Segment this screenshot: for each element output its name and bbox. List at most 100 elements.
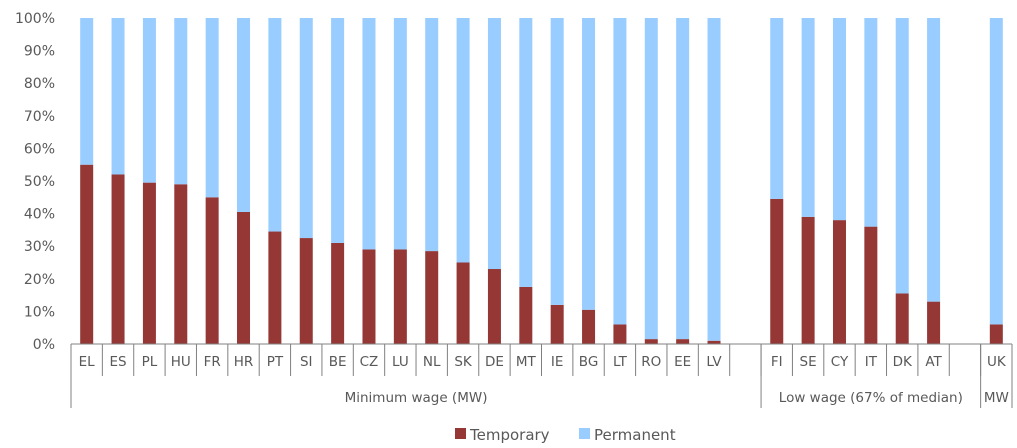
x-tick-label-bg: BG — [579, 354, 599, 370]
bar-permanent-uk — [990, 18, 1003, 324]
x-tick-label-uk: UK — [987, 354, 1007, 370]
bar-temporary-si — [300, 238, 313, 344]
bar-temporary-nl — [425, 251, 438, 344]
bar-temporary-cy — [833, 220, 846, 344]
bar-permanent-nl — [425, 18, 438, 251]
y-tick-label-40-: 40% — [24, 207, 55, 223]
bar-temporary-lu — [394, 249, 407, 344]
x-tick-label-se: SE — [800, 354, 817, 370]
bar-temporary-bg — [582, 310, 595, 344]
bar-permanent-de — [488, 18, 501, 269]
bar-permanent-es — [112, 18, 125, 174]
bar-permanent-el — [80, 18, 93, 165]
bar-permanent-pt — [268, 18, 281, 232]
y-tick-label-20-: 20% — [24, 272, 55, 288]
bar-temporary-se — [802, 217, 815, 344]
bar-permanent-it — [864, 18, 877, 227]
legend-label-permanent: Permanent — [594, 426, 676, 444]
y-tick-label-30-: 30% — [24, 239, 55, 255]
bar-temporary-pt — [268, 232, 281, 344]
bar-permanent-lu — [394, 18, 407, 249]
bar-temporary-it — [864, 227, 877, 344]
bar-permanent-dk — [896, 18, 909, 293]
x-tick-label-de: DE — [485, 354, 504, 370]
y-tick-label-90-: 90% — [24, 44, 55, 60]
bar-permanent-ie — [551, 18, 564, 305]
x-tick-label-ie: IE — [551, 354, 564, 370]
bar-temporary-cz — [362, 249, 375, 344]
bar-temporary-fr — [206, 197, 219, 344]
bar-temporary-be — [331, 243, 344, 344]
x-tick-label-mt: MT — [516, 354, 537, 370]
x-axis: EL ES PL HU FR HR PT SI BE CZ LU NL SK DE MT IE BG LT RO EE… — [71, 344, 1012, 408]
bar-permanent-hr — [237, 18, 250, 212]
bar-temporary-fi — [770, 199, 783, 344]
legend-swatch-permanent — [579, 428, 590, 439]
bar-permanent-lv — [708, 18, 721, 341]
x-tick-label-sk: SK — [454, 354, 473, 370]
x-tick-label-be: BE — [329, 354, 347, 370]
bar-permanent-fr — [206, 18, 219, 197]
bar-temporary-pl — [143, 183, 156, 344]
x-tick-label-lv: LV — [706, 354, 722, 370]
x-tick-label-pl: PL — [142, 354, 158, 370]
x-tick-label-ro: RO — [641, 354, 661, 370]
x-tick-label-es: ES — [109, 354, 126, 370]
x-tick-label-el: EL — [79, 354, 96, 370]
bar-permanent-bg — [582, 18, 595, 310]
legend-swatch-temporary — [455, 428, 466, 439]
bar-temporary-mt — [519, 287, 532, 344]
bar-permanent-cz — [362, 18, 375, 249]
x-tick-label-pt: PT — [267, 354, 284, 370]
x-tick-label-cz: CZ — [360, 354, 379, 370]
y-tick-label-70-: 70% — [24, 109, 55, 125]
bar-temporary-de — [488, 269, 501, 344]
bar-permanent-ro — [645, 18, 658, 339]
bar-temporary-hr — [237, 212, 250, 344]
bars — [80, 18, 1003, 344]
x-tick-label-cy: CY — [831, 354, 849, 370]
x-tick-label-fr: FR — [204, 354, 221, 370]
bar-temporary-ee — [676, 339, 689, 344]
bar-temporary-at — [927, 302, 940, 344]
bar-temporary-el — [80, 165, 93, 344]
x-tick-label-hu: HU — [171, 354, 191, 370]
x-group-label-mw: MW — [984, 390, 1009, 406]
bar-permanent-ee — [676, 18, 689, 339]
x-group-label-low-wage-67-of-median-: Low wage (67% of median) — [779, 390, 963, 406]
bar-permanent-mt — [519, 18, 532, 287]
bar-temporary-ie — [551, 305, 564, 344]
bar-permanent-pl — [143, 18, 156, 183]
bar-temporary-sk — [457, 263, 470, 345]
x-tick-label-dk: DK — [893, 354, 913, 370]
y-tick-label-10-: 10% — [24, 304, 55, 320]
y-tick-label-0-: 0% — [33, 337, 55, 353]
bar-permanent-sk — [457, 18, 470, 263]
y-tick-label-80-: 80% — [24, 76, 55, 92]
bar-permanent-cy — [833, 18, 846, 220]
x-tick-label-lu: LU — [392, 354, 409, 370]
bar-permanent-fi — [770, 18, 783, 199]
bar-temporary-uk — [990, 324, 1003, 344]
legend: Temporary Permanent — [455, 426, 676, 444]
x-tick-label-nl: NL — [423, 354, 441, 370]
x-tick-label-si: SI — [300, 354, 313, 370]
x-tick-label-it: IT — [865, 354, 878, 370]
bar-temporary-dk — [896, 293, 909, 344]
bar-temporary-es — [112, 174, 125, 344]
x-tick-label-fi: FI — [771, 354, 783, 370]
bar-permanent-at — [927, 18, 940, 302]
y-tick-label-100-: 100% — [15, 11, 55, 27]
x-tick-label-hr: HR — [234, 354, 254, 370]
bar-temporary-lt — [613, 324, 626, 344]
y-tick-label-60-: 60% — [24, 141, 55, 157]
y-axis: 0% 10% 20% 30% 40% 50% 60% 70% 80% 90% 100% — [15, 11, 55, 353]
bar-permanent-be — [331, 18, 344, 243]
x-tick-label-ee: EE — [674, 354, 691, 370]
bar-temporary-ro — [645, 339, 658, 344]
y-tick-label-50-: 50% — [24, 174, 55, 190]
bar-permanent-lt — [613, 18, 626, 324]
bar-permanent-hu — [174, 18, 187, 184]
bar-permanent-si — [300, 18, 313, 238]
